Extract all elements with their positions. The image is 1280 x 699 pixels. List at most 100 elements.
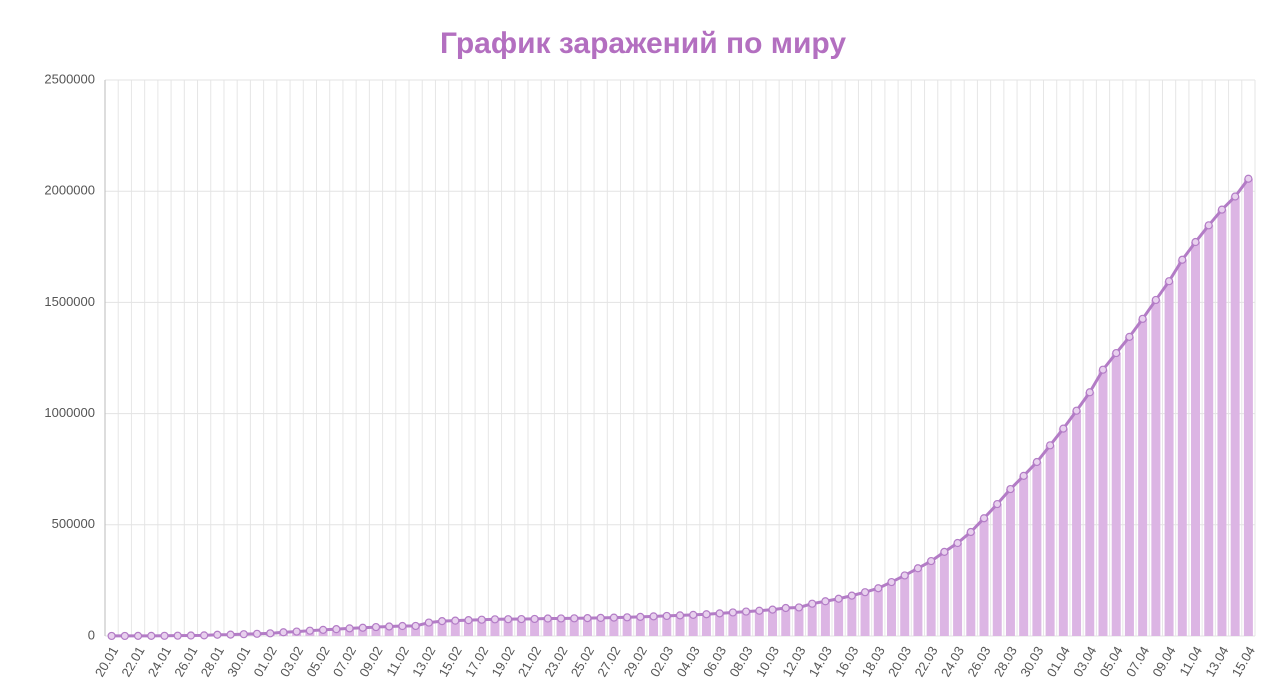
x-tick-label: 30.03 <box>1017 644 1046 680</box>
point <box>1073 407 1080 414</box>
x-tick-label: 07.02 <box>330 644 359 680</box>
point <box>716 610 723 617</box>
y-tick-label: 500000 <box>52 516 95 531</box>
point <box>187 632 194 639</box>
point <box>425 619 432 626</box>
x-tick-label: 25.02 <box>568 644 597 680</box>
point <box>452 617 459 624</box>
y-tick-label: 1500000 <box>44 294 95 309</box>
point <box>227 631 234 638</box>
x-tick-label: 13.04 <box>1202 644 1231 680</box>
point <box>729 609 736 616</box>
point <box>240 631 247 638</box>
point <box>174 632 181 639</box>
point <box>994 501 1001 508</box>
x-tick-label: 12.03 <box>779 644 808 680</box>
bar <box>1112 353 1121 636</box>
chart-title: График заражений по миру <box>440 27 846 60</box>
x-tick-label: 08.03 <box>726 644 755 680</box>
point <box>584 615 591 622</box>
x-tick-label: 01.04 <box>1044 644 1073 680</box>
bar <box>1151 300 1160 636</box>
point <box>491 616 498 623</box>
bar <box>1244 179 1253 636</box>
point <box>1205 222 1212 229</box>
point <box>1033 459 1040 466</box>
point <box>901 572 908 579</box>
bar <box>1059 429 1068 636</box>
x-tick-label: 28.01 <box>198 644 227 680</box>
point <box>1086 389 1093 396</box>
point <box>505 616 512 623</box>
point <box>1245 175 1252 182</box>
bar <box>794 607 803 636</box>
point <box>941 548 948 555</box>
point <box>214 631 221 638</box>
x-tick-label: 11.02 <box>383 644 412 679</box>
point <box>809 600 816 607</box>
point <box>914 565 921 572</box>
point <box>835 595 842 602</box>
bar <box>781 608 790 636</box>
point <box>1020 472 1027 479</box>
x-tick-label: 17.02 <box>462 644 491 680</box>
x-tick-label: 20.01 <box>92 644 121 680</box>
bar <box>913 568 922 636</box>
point <box>399 623 406 630</box>
x-tick-label: 10.03 <box>753 644 782 680</box>
point <box>267 630 274 637</box>
point <box>677 612 684 619</box>
x-tick-label: 23.02 <box>541 644 570 680</box>
x-tick-label: 27.02 <box>594 644 623 680</box>
y-tick-label: 0 <box>88 627 95 642</box>
point <box>135 632 142 639</box>
bar <box>993 504 1002 636</box>
point <box>1152 296 1159 303</box>
bar <box>847 596 856 636</box>
point <box>1060 425 1067 432</box>
x-tick-label: 13.02 <box>409 644 438 680</box>
x-tick-label: 01.02 <box>251 644 280 680</box>
bar <box>861 592 870 636</box>
x-tick-label: 28.03 <box>991 644 1020 680</box>
x-tick-label: 21.02 <box>515 644 544 680</box>
bar <box>1032 462 1041 636</box>
bar <box>834 599 843 636</box>
point <box>333 626 340 633</box>
point <box>1192 239 1199 246</box>
x-tick-label: 20.03 <box>885 644 914 680</box>
point <box>254 630 261 637</box>
x-tick-label: 15.02 <box>436 644 465 680</box>
point <box>848 592 855 599</box>
point <box>862 589 869 596</box>
y-tick-label: 1000000 <box>44 405 95 420</box>
point <box>320 626 327 633</box>
point <box>888 579 895 586</box>
point <box>412 622 419 629</box>
point <box>624 614 631 621</box>
x-tick-label: 30.01 <box>224 644 253 680</box>
bar <box>808 604 817 636</box>
point <box>875 585 882 592</box>
point <box>280 629 287 636</box>
point <box>306 627 313 634</box>
point <box>822 598 829 605</box>
point <box>544 615 551 622</box>
bar <box>1138 319 1147 636</box>
bar <box>1165 281 1174 636</box>
bar <box>1098 370 1107 636</box>
point <box>610 614 617 621</box>
point <box>1047 442 1054 449</box>
bar <box>1217 210 1226 636</box>
x-tick-label: 09.04 <box>1149 644 1178 680</box>
x-tick-label: 19.02 <box>488 644 517 680</box>
point <box>465 617 472 624</box>
x-tick-label: 04.03 <box>674 644 703 680</box>
bar <box>1191 242 1200 636</box>
point <box>148 632 155 639</box>
bar <box>927 561 936 636</box>
point <box>663 612 670 619</box>
x-tick-label: 26.03 <box>964 644 993 680</box>
point <box>650 613 657 620</box>
x-tick-label: 22.01 <box>118 644 147 680</box>
